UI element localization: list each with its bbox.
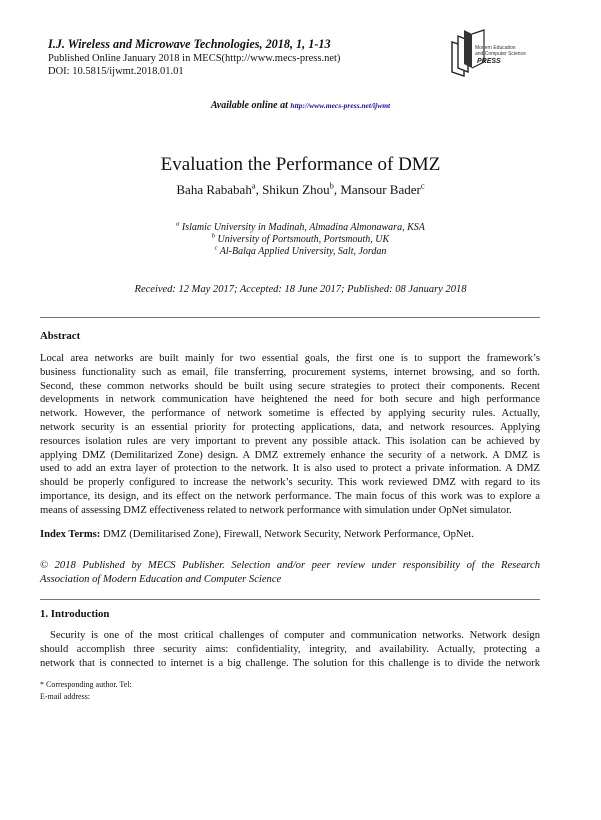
abstract-line: resources isolation rules are very impor…	[40, 436, 540, 447]
divider	[40, 599, 540, 600]
affiliation-text: Al-Balqa Applied University, Salt, Jorda…	[219, 246, 387, 257]
abstract-line: developments in network communication ha…	[40, 394, 540, 405]
copyright-line: © 2018 Published by MECS Publisher. Sele…	[40, 560, 540, 571]
publication-info: Published Online January 2018 in MECS(ht…	[48, 53, 341, 64]
section-heading: 1. Introduction	[40, 608, 110, 620]
author-mark: a	[251, 180, 256, 191]
abstract-line: applying DMZ (Demilitarized Zone) design…	[40, 450, 540, 461]
svg-text:and Computer Science: and Computer Science	[475, 51, 526, 57]
author-name: Shikun Zhou	[262, 182, 330, 197]
footnote-line: * Corresponding author. Tel:	[40, 680, 132, 689]
paper-title: Evaluation the Performance of DMZ	[160, 154, 441, 175]
doi: DOI: 10.5815/ijwmt.2018.01.01	[48, 66, 184, 77]
abstract-line: should be properly configured to increas…	[40, 477, 540, 488]
author-list: Baha Rababaha, Shikun Zhoub, Mansour Bad…	[176, 180, 425, 197]
publisher-logo: Modern Education and Computer Science PR…	[448, 28, 528, 78]
abstract-line: means of assessing DMZ effectiveness rel…	[40, 505, 512, 516]
author-name: Baha Rababah	[176, 182, 252, 197]
intro-line: Security is one of the most critical cha…	[50, 630, 540, 641]
affiliation: c Al-Balqa Applied University, Salt, Jor…	[0, 244, 601, 257]
abstract-line: used to add an extra layer of protection…	[40, 463, 540, 474]
index-terms: Index Terms: DMZ (Demilitarised Zone), F…	[40, 529, 474, 540]
journal-name: I.J. Wireless and Microwave Technologies…	[48, 37, 331, 51]
author-name: Mansour Bader	[340, 182, 421, 197]
affiliation-mark: b	[211, 232, 216, 240]
affiliation-mark: c	[214, 244, 218, 252]
index-terms-text: DMZ (Demilitarised Zone), Firewall, Netw…	[103, 529, 474, 540]
abstract-heading: Abstract	[40, 330, 81, 342]
abstract-line: importance, its design, and its effect o…	[40, 491, 540, 502]
abstract-line: Local area networks are built mainly for…	[40, 353, 540, 364]
available-online: Available online at http://www.mecs-pres…	[0, 100, 601, 111]
intro-line: network that is connected to internet is…	[40, 658, 540, 669]
divider	[40, 317, 540, 318]
publication-dates: Received: 12 May 2017; Accepted: 18 June…	[134, 284, 467, 295]
affiliation: a Islamic University in Madinah, Almadin…	[0, 220, 601, 233]
affiliation-text: Islamic University in Madinah, Almadina …	[181, 222, 425, 233]
abstract-line: network. However, the performance of net…	[40, 408, 540, 419]
abstract-line: Second, these common networks should be …	[40, 381, 540, 392]
journal-url-link[interactable]: http://www.mecs-press.net/ijwmt	[290, 101, 391, 110]
abstract-line: business functionality such as email, fi…	[40, 367, 540, 378]
svg-text:Modern Education: Modern Education	[475, 45, 516, 51]
footnote-line: E-mail address:	[40, 692, 90, 701]
abstract-line: network security is an essential priorit…	[40, 422, 540, 433]
copyright-line: Association of Modern Education and Comp…	[40, 574, 282, 585]
intro-line: should accomplish three security aims: c…	[40, 644, 540, 655]
book-logo-icon: Modern Education and Computer Science PR…	[451, 29, 526, 77]
affiliation-text: University of Portsmouth, Portsmouth, UK	[217, 234, 390, 245]
index-terms-label: Index Terms:	[40, 529, 101, 540]
available-label: Available online at	[210, 100, 288, 111]
author-mark: c	[420, 180, 425, 191]
author-mark: b	[329, 180, 334, 191]
svg-text:PRESS: PRESS	[477, 58, 501, 65]
affiliation-mark: a	[176, 220, 180, 228]
affiliation: b University of Portsmouth, Portsmouth, …	[0, 232, 601, 245]
